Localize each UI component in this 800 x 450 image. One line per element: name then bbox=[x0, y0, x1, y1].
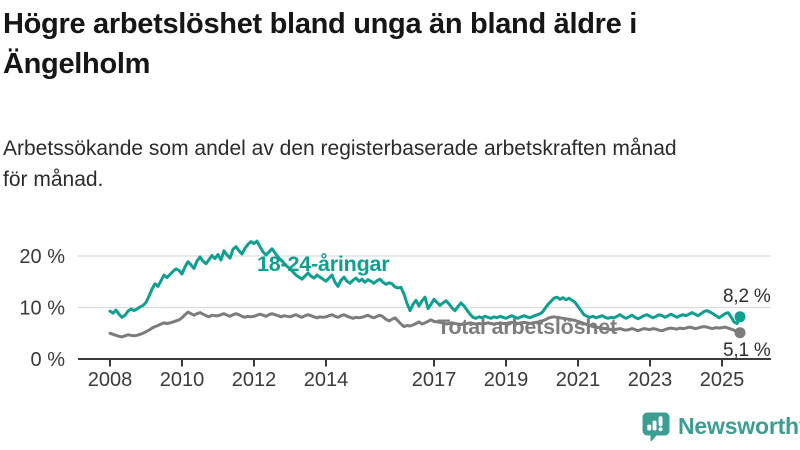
x-tick-label-2019: 2019 bbox=[484, 369, 529, 391]
y-tick-label-0: 0 % bbox=[31, 349, 66, 371]
end-value-label-total: 5,1 % bbox=[723, 340, 771, 361]
chart-subtitle-line1: Arbetssökande som andel av den registerb… bbox=[3, 137, 677, 160]
x-tick-label-2012: 2012 bbox=[232, 369, 277, 391]
bar-short bbox=[647, 424, 652, 430]
x-tick-label-2025: 2025 bbox=[700, 369, 745, 391]
exclamation-bar bbox=[658, 415, 663, 426]
y-tick-label-20: 20 % bbox=[19, 246, 65, 268]
chart-subtitle-line2: för månad. bbox=[3, 168, 104, 191]
end-value-label-youth: 8,2 % bbox=[723, 286, 771, 307]
x-tick-label-2008: 2008 bbox=[88, 369, 133, 391]
chart-title-line2: Ängelholm bbox=[3, 48, 151, 80]
x-tick-label-2010: 2010 bbox=[160, 369, 205, 391]
bar-tall bbox=[652, 420, 657, 430]
x-tick-label-2017: 2017 bbox=[412, 369, 457, 391]
x-tick-label-2021: 2021 bbox=[556, 369, 601, 391]
newsworthy-logo[interactable]: Newsworthy bbox=[641, 410, 800, 442]
chart-subtitle: Arbetssökande som andel av den registerb… bbox=[3, 133, 783, 195]
series-end-dot-youth bbox=[734, 311, 746, 323]
series-line-youth bbox=[108, 239, 742, 325]
chart-title: Högre arbetslöshet bland unga än bland ä… bbox=[3, 4, 788, 84]
series-line-total bbox=[108, 310, 742, 339]
series-label-youth: 18-24-åringar bbox=[257, 252, 390, 276]
newsworthy-logo-text: Newsworthy bbox=[678, 413, 800, 439]
exclamation-dot bbox=[658, 426, 663, 431]
x-tick-label-2023: 2023 bbox=[628, 369, 673, 391]
series-label-total: Total arbetslöshet bbox=[437, 315, 617, 339]
x-tick-label-2014: 2014 bbox=[304, 369, 349, 391]
series-end-dot-total bbox=[734, 327, 746, 339]
newsworthy-logo-icon bbox=[642, 412, 670, 441]
chart-title-line1: Högre arbetslöshet bland unga än bland ä… bbox=[3, 8, 637, 40]
y-tick-label-10: 10 % bbox=[19, 298, 65, 320]
footer: Newsworthy bbox=[641, 410, 800, 442]
